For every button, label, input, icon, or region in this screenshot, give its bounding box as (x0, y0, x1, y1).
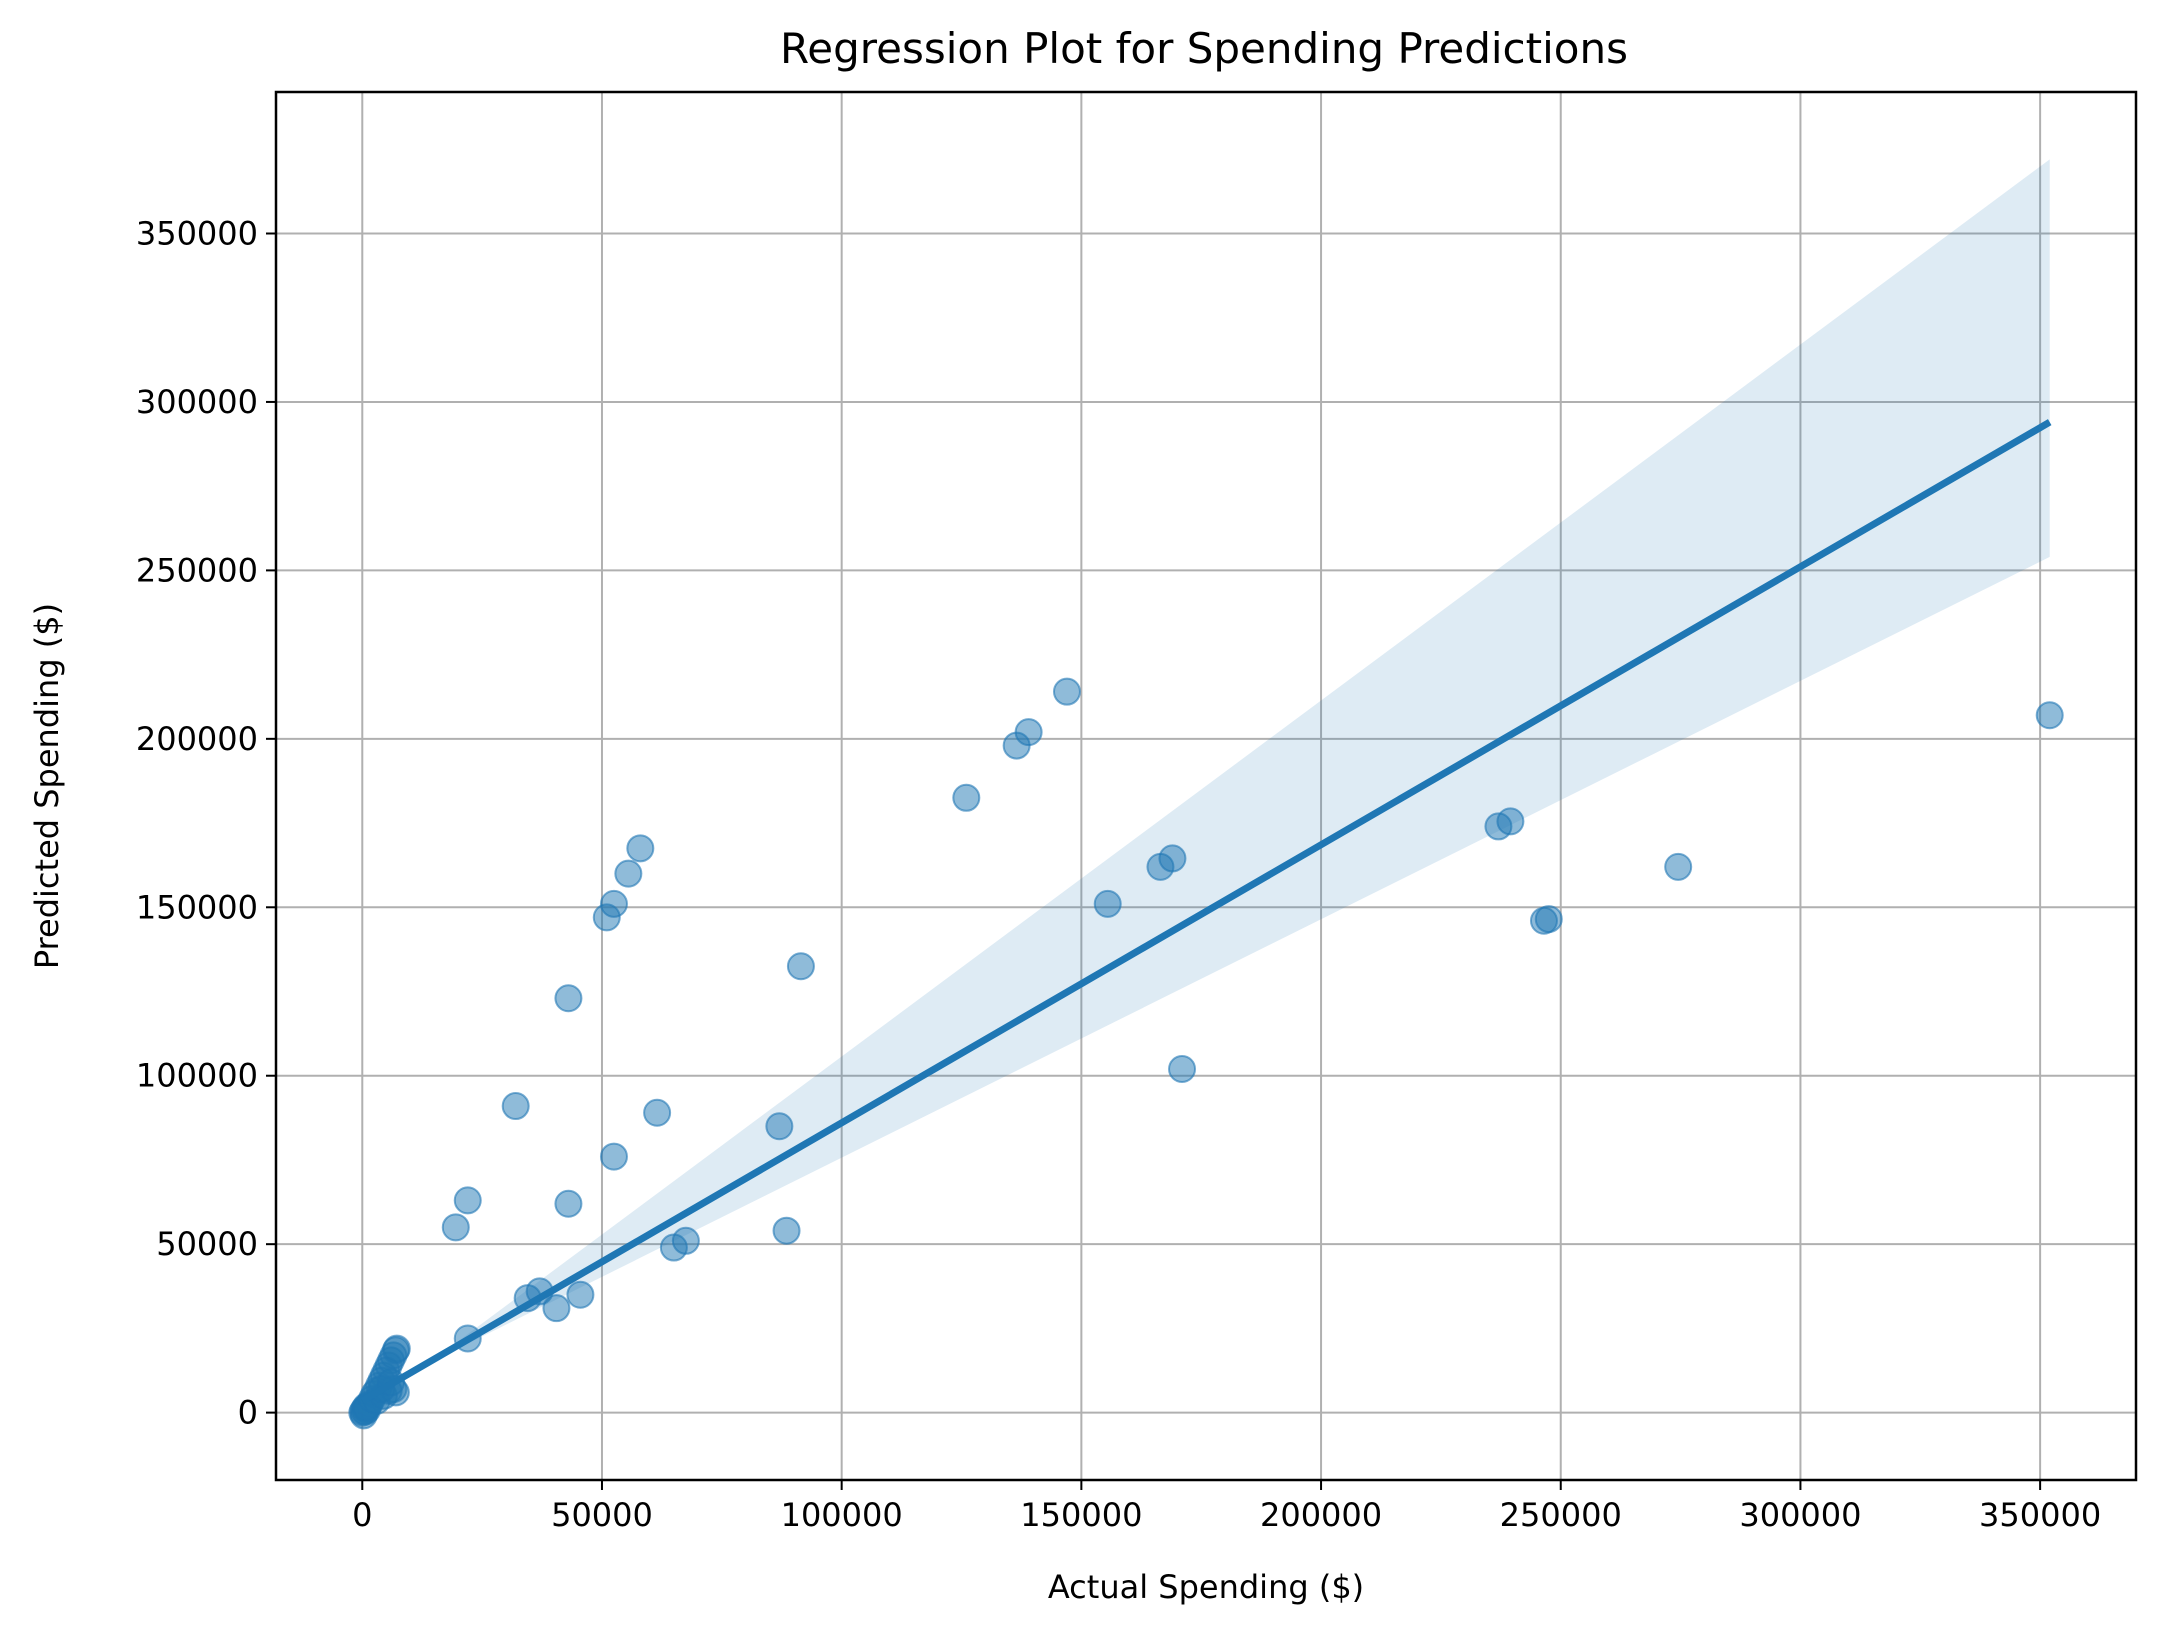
y-tick-label: 50000 (156, 1225, 258, 1263)
y-axis-label: Predicted Spending ($) (28, 603, 66, 969)
regression-line (360, 419, 2052, 1404)
data-point (566, 1280, 595, 1309)
data-point (614, 859, 643, 888)
data-point (501, 1092, 530, 1121)
data-point (453, 1186, 482, 1215)
data-point (1014, 718, 1043, 747)
y-tick-label: 300000 (136, 383, 258, 421)
data-point (382, 1334, 411, 1363)
x-tick-label: 100000 (781, 1496, 903, 1534)
data-point (765, 1112, 794, 1141)
y-tick-label: 100000 (136, 1057, 258, 1095)
y-axis-ticks: 0 50000 100000 150000 200000 250000 300000 3500… (136, 214, 276, 1432)
data-point (2035, 701, 2064, 730)
confidence-band (362, 159, 2050, 1405)
x-axis-label: Actual Spending ($) (1048, 1568, 1364, 1606)
data-point (542, 1294, 571, 1323)
x-tick-label: 0 (352, 1496, 372, 1534)
data-point (1664, 852, 1693, 881)
data-point (554, 984, 583, 1013)
data-point (1052, 677, 1081, 706)
x-tick-label: 250000 (1500, 1496, 1622, 1534)
x-tick-label: 300000 (1739, 1496, 1861, 1534)
y-tick-label: 350000 (136, 214, 258, 252)
data-point (1093, 889, 1122, 918)
x-tick-label: 200000 (1260, 1496, 1382, 1534)
x-tick-label: 350000 (1979, 1496, 2101, 1534)
data-point (1496, 807, 1525, 836)
data-point (786, 952, 815, 981)
x-tick-label: 50000 (551, 1496, 653, 1534)
y-tick-label: 250000 (136, 551, 258, 589)
y-tick-label: 0 (238, 1394, 258, 1432)
chart-title: Regression Plot for Spending Predictions (780, 24, 1628, 73)
data-point (626, 834, 655, 863)
grid-lines (276, 92, 2136, 1480)
plot-frame (274, 90, 2138, 1482)
data-point (643, 1098, 672, 1127)
x-tick-label: 150000 (1020, 1496, 1142, 1534)
data-point (772, 1216, 801, 1245)
data-point (599, 889, 628, 918)
data-point (441, 1213, 470, 1242)
data-point (554, 1189, 583, 1218)
data-point (1534, 905, 1563, 934)
data-point (952, 783, 981, 812)
data-point (599, 1142, 628, 1171)
data-point (1158, 844, 1187, 873)
data-point (671, 1226, 700, 1255)
data-point (1168, 1054, 1197, 1083)
y-tick-label: 200000 (136, 720, 258, 758)
x-axis-ticks: 0 50000 100000 150000 200000 250000 300000 3500… (352, 1480, 2101, 1534)
y-tick-label: 150000 (136, 888, 258, 926)
